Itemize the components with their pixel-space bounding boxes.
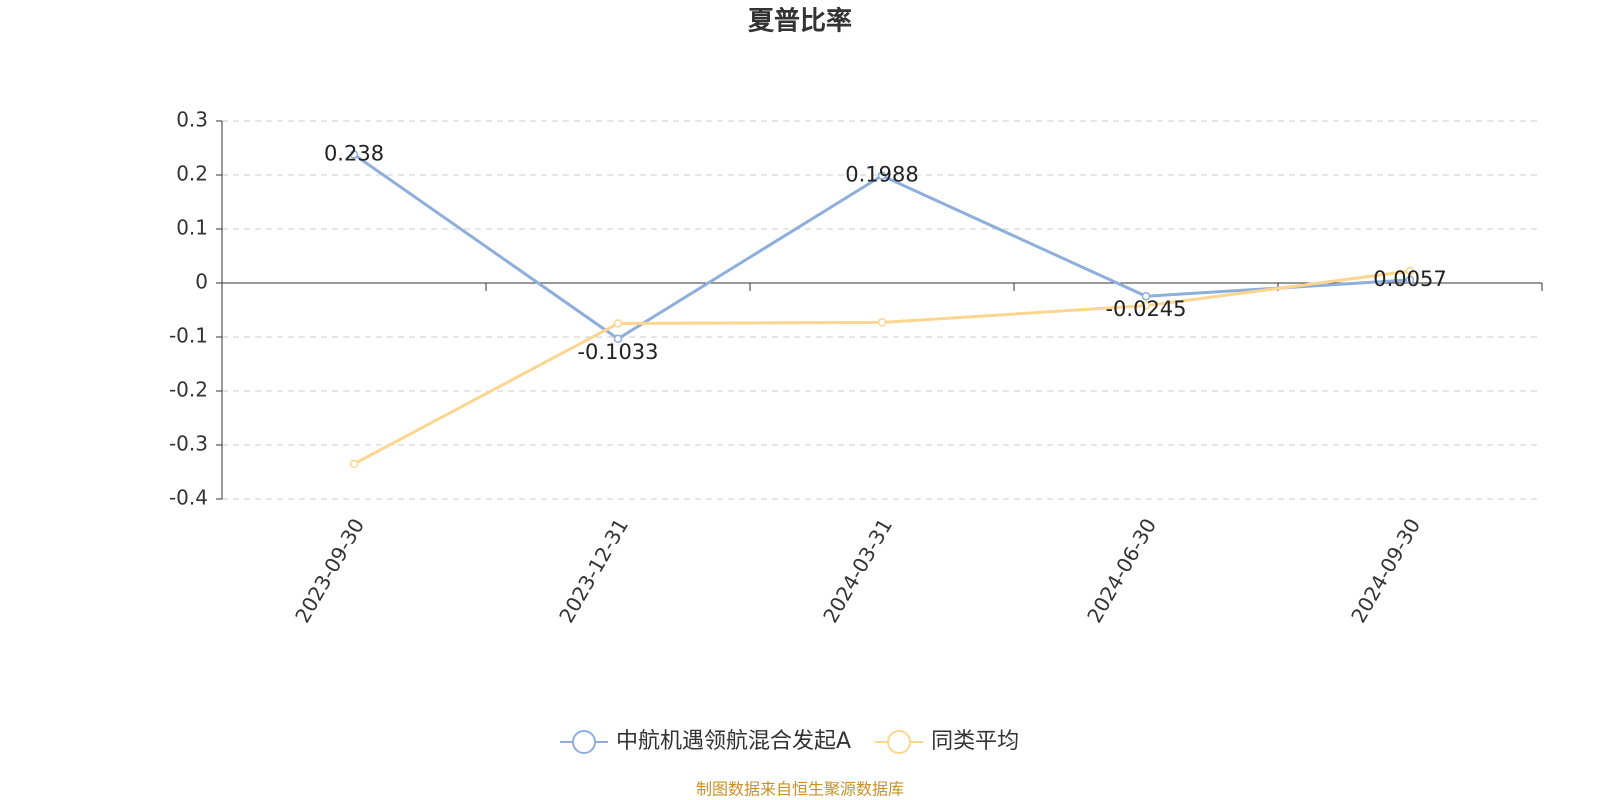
point	[349, 150, 359, 159]
data-label: 0.0057	[1373, 267, 1446, 291]
data-label: -0.0245	[1105, 297, 1186, 321]
point	[613, 319, 623, 328]
x-tick-label: 2023-12-31	[554, 514, 633, 627]
y-tick-label: 0.2	[176, 162, 208, 186]
y-tick-label: 0.3	[176, 108, 208, 132]
x-tick-label: 2023-09-30	[290, 514, 369, 627]
legend: 中航机遇领航混合发起A 同类平均	[560, 729, 1019, 754]
point	[1405, 266, 1415, 276]
point	[1141, 291, 1151, 301]
legend-label: 中航机遇领航混合发起A	[616, 729, 851, 754]
x-tick-label: 2024-03-31	[818, 514, 897, 627]
point	[1405, 275, 1415, 285]
legend-label: 同类平均	[931, 729, 1019, 754]
point	[877, 318, 887, 327]
legend-icon	[887, 730, 912, 754]
point	[613, 334, 623, 344]
series-line	[353, 269, 1411, 466]
legend-item[interactable]: 中航机遇领航混合发起A	[560, 729, 851, 754]
point	[349, 459, 359, 469]
footer: 制图数据来自恒生聚源数据库	[696, 780, 904, 799]
x-tick-label: 2024-09-30	[1346, 514, 1425, 627]
y-tick-label: -0.2	[169, 378, 208, 402]
y-tick-label: -0.4	[169, 486, 208, 510]
y-tick-label: 0.1	[176, 216, 208, 240]
x-tick-label: 2024-06-30	[1082, 514, 1161, 627]
data-label: -0.1033	[577, 340, 658, 364]
data-label: 0.238	[324, 141, 384, 165]
chart-title: 夏普比率	[748, 6, 852, 37]
data-label: 0.1988	[845, 163, 918, 187]
y-tick-label: 0	[195, 270, 208, 294]
y-tick-label: -0.3	[169, 432, 208, 456]
point	[877, 171, 887, 180]
legend-icon	[572, 730, 596, 754]
point	[1141, 301, 1151, 310]
y-tick-label: -0.1	[169, 324, 208, 348]
legend-item[interactable]: 同类平均	[875, 729, 1019, 754]
